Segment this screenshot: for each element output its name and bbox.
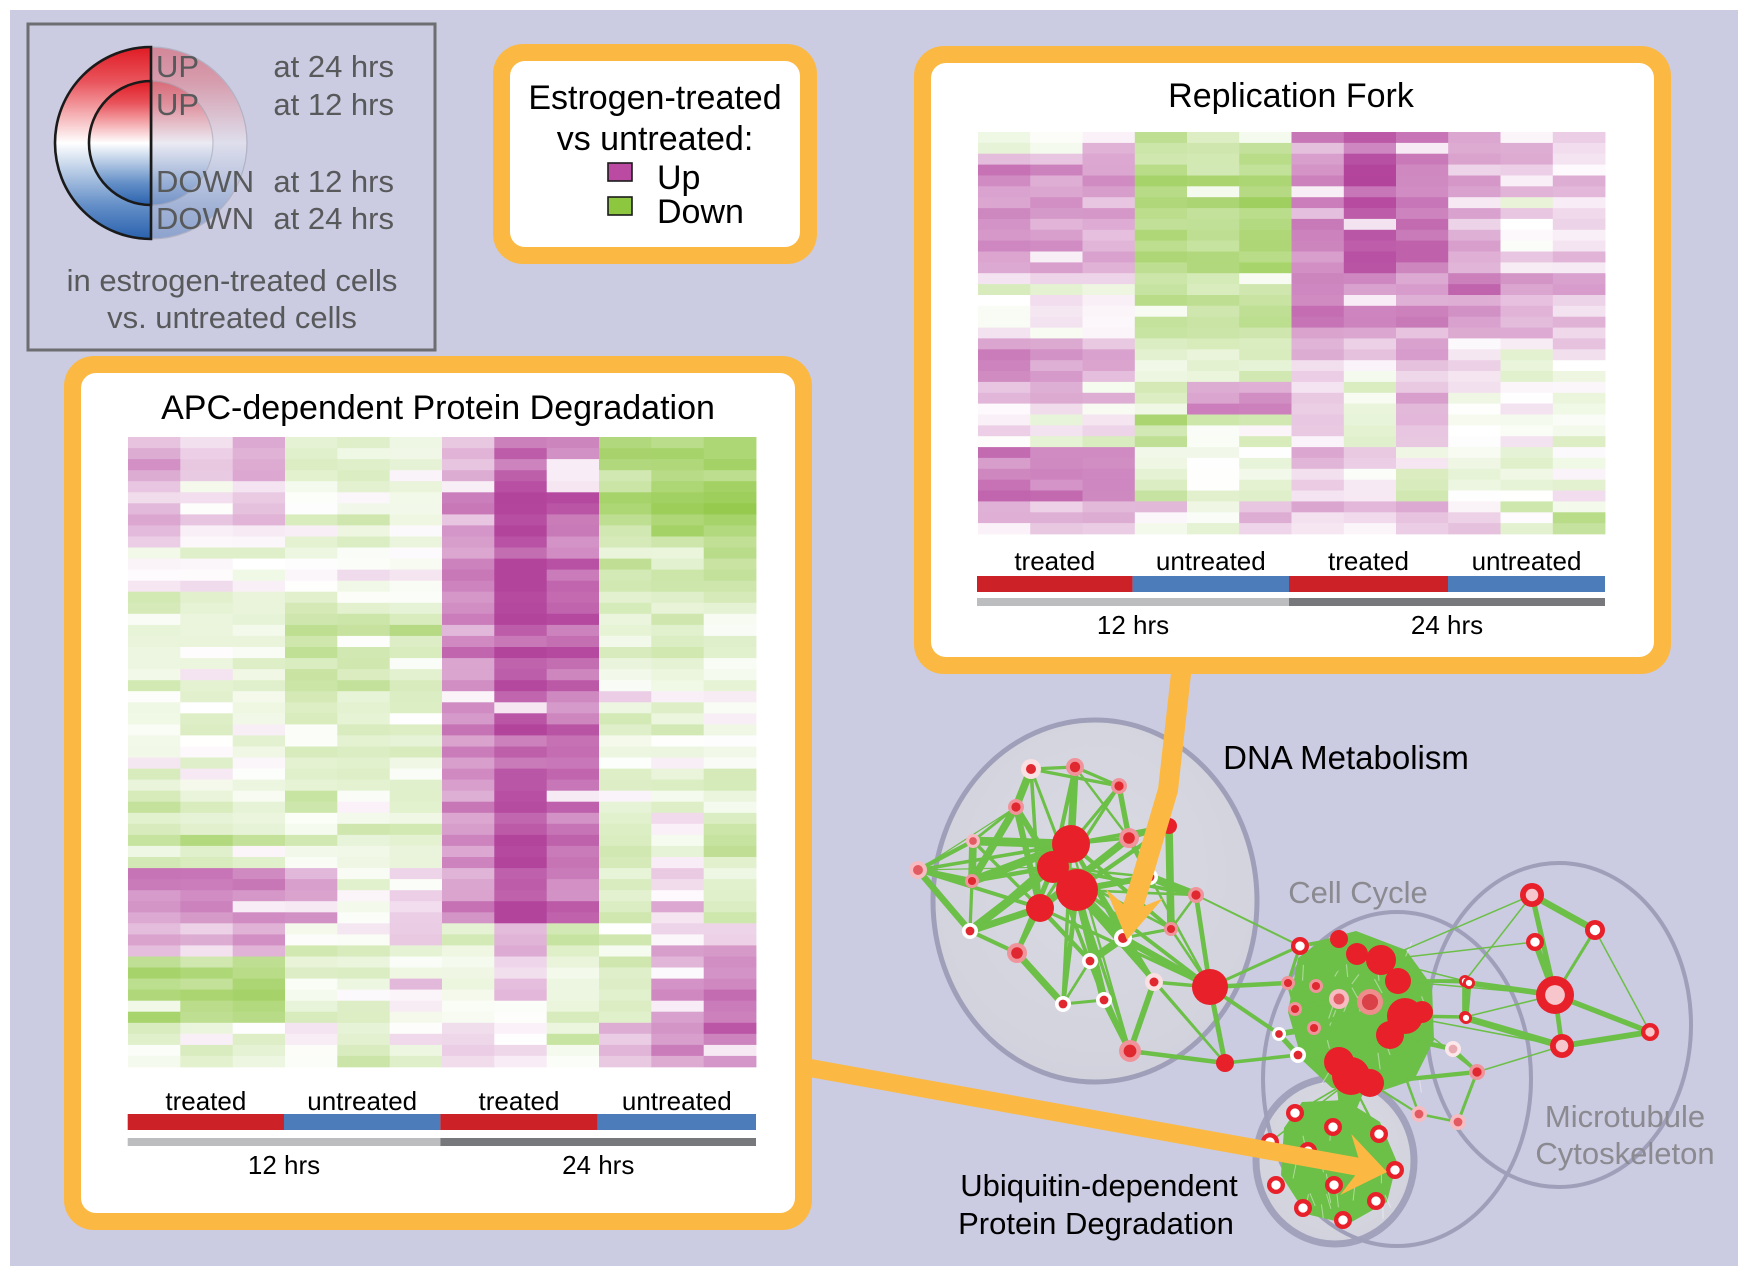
svg-text:UP: UP — [156, 49, 199, 84]
svg-text:treated: treated — [165, 1086, 246, 1116]
svg-text:APC-dependent Protein Degradat: APC-dependent Protein Degradation — [161, 389, 715, 427]
svg-text:Up: Up — [657, 159, 700, 197]
svg-text:at 12 hrs: at 12 hrs — [273, 164, 394, 199]
svg-text:treated: treated — [479, 1086, 560, 1116]
svg-text:DOWN: DOWN — [156, 201, 254, 236]
svg-text:untreated: untreated — [307, 1086, 417, 1116]
svg-text:24 hrs: 24 hrs — [562, 1150, 634, 1180]
svg-text:Down: Down — [657, 193, 744, 231]
svg-text:untreated: untreated — [1472, 546, 1582, 576]
svg-text:Estrogen-treated: Estrogen-treated — [528, 79, 781, 117]
svg-text:UP: UP — [156, 87, 199, 122]
svg-text:in estrogen-treated cells: in estrogen-treated cells — [67, 263, 398, 298]
svg-text:Cytoskeleton: Cytoskeleton — [1535, 1136, 1714, 1171]
svg-text:12 hrs: 12 hrs — [1097, 610, 1169, 640]
svg-text:DNA Metabolism: DNA Metabolism — [1223, 739, 1469, 776]
svg-text:24 hrs: 24 hrs — [1411, 610, 1483, 640]
svg-text:DOWN: DOWN — [156, 164, 254, 199]
svg-text:Protein Degradation: Protein Degradation — [958, 1206, 1234, 1241]
svg-text:untreated: untreated — [1156, 546, 1266, 576]
svg-text:at 24 hrs: at 24 hrs — [273, 49, 394, 84]
svg-text:vs. untreated cells: vs. untreated cells — [107, 300, 357, 335]
svg-text:Ubiquitin-dependent: Ubiquitin-dependent — [960, 1168, 1238, 1203]
svg-text:treated: treated — [1328, 546, 1409, 576]
svg-text:Cell Cycle: Cell Cycle — [1288, 875, 1428, 910]
svg-text:untreated: untreated — [622, 1086, 732, 1116]
svg-text:vs untreated:: vs untreated: — [557, 120, 754, 158]
svg-text:treated: treated — [1014, 546, 1095, 576]
svg-text:at 24 hrs: at 24 hrs — [273, 201, 394, 236]
svg-text:Microtubule: Microtubule — [1545, 1099, 1705, 1134]
svg-text:12 hrs: 12 hrs — [248, 1150, 320, 1180]
svg-text:Replication Fork: Replication Fork — [1168, 77, 1415, 115]
svg-text:at 12 hrs: at 12 hrs — [273, 87, 394, 122]
